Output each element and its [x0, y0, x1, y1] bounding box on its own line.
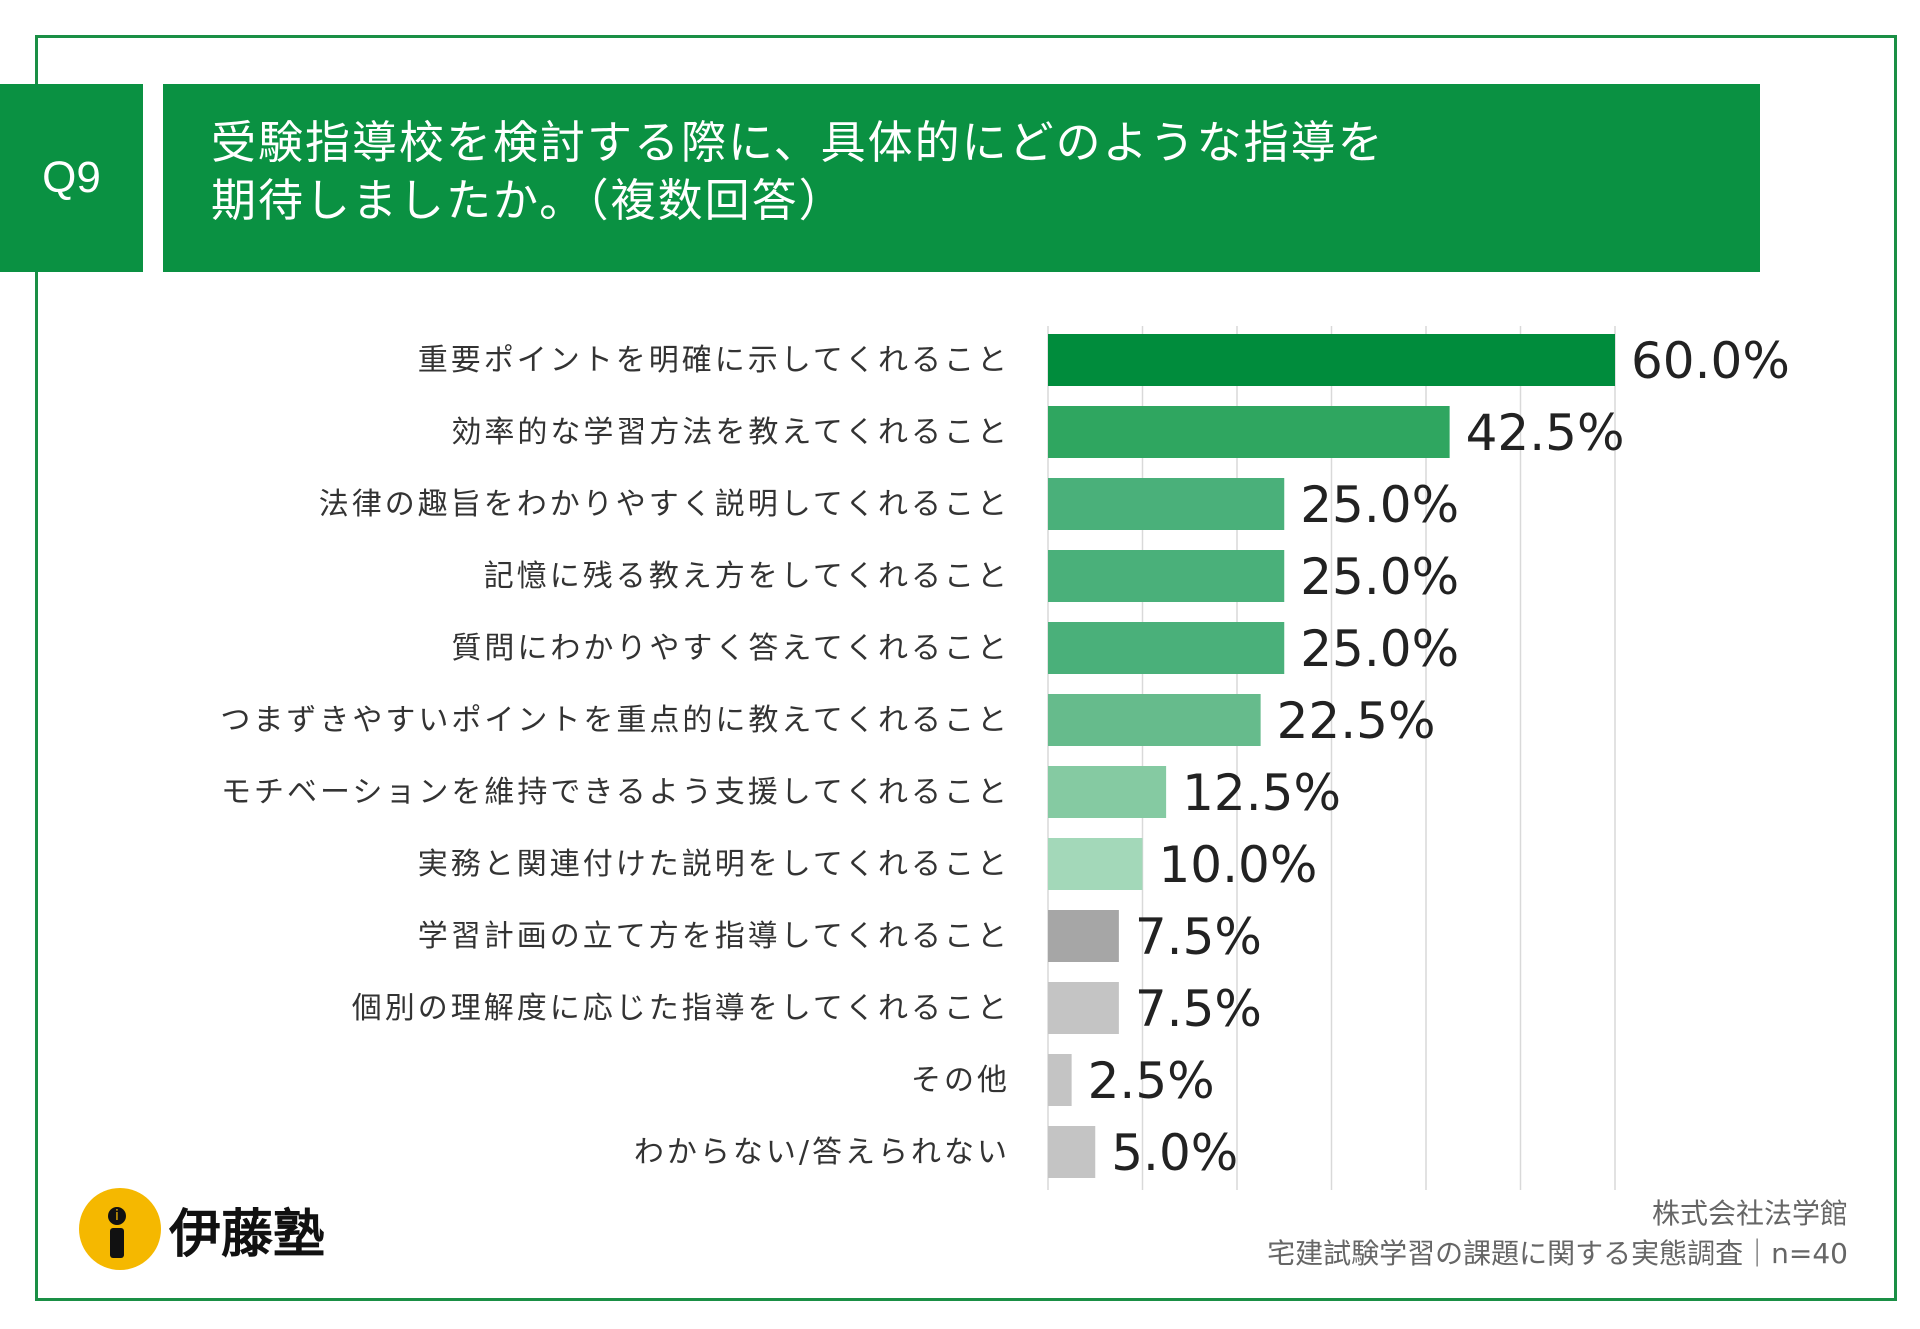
- value-label-0: 60.0%: [1631, 332, 1790, 390]
- outer-frame: [35, 35, 1897, 1301]
- bar-5: [1048, 694, 1261, 746]
- category-label-6: モチベーションを維持できるよう支援してくれること: [221, 775, 1010, 810]
- footer-company: 株式会社法学館: [1651, 1197, 1848, 1230]
- category-label-0: 重要ポイントを明確に示してくれること: [418, 343, 1010, 378]
- category-label-7: 実務と関連付けた説明をしてくれること: [418, 847, 1010, 882]
- value-label-3: 25.0%: [1300, 548, 1459, 606]
- logo-mark-letter: i: [115, 1208, 119, 1224]
- category-label-10: その他: [911, 1063, 1010, 1098]
- footer: 株式会社法学館 宅建試験学習の課題に関する実態調査｜n=40: [1267, 1194, 1848, 1274]
- bar-chart: 重要ポイントを明確に示してくれること 60.0% 効率的な学習方法を教えてくれること…: [220, 326, 1790, 1190]
- bar-11: [1048, 1126, 1096, 1178]
- category-label-1: 効率的な学習方法を教えてくれること: [451, 415, 1010, 450]
- category-label-2: 法律の趣旨をわかりやすく説明してくれること: [319, 487, 1010, 522]
- value-label-8: 7.5%: [1135, 908, 1262, 966]
- bar-7: [1048, 838, 1143, 890]
- bar-9: [1048, 982, 1119, 1034]
- bar-6: [1048, 766, 1167, 818]
- value-label-11: 5.0%: [1111, 1124, 1238, 1182]
- value-label-1: 42.5%: [1466, 404, 1625, 462]
- question-title: 受験指導校を検討する際に、具体的にどのような指導を 期待しましたか。（複数回答）: [163, 84, 1760, 272]
- question-badge: Q9: [0, 84, 143, 272]
- category-label-3: 記憶に残る教え方をしてくれること: [484, 559, 1010, 594]
- bar-3: [1048, 550, 1285, 602]
- bar-1: [1048, 406, 1450, 458]
- bar-0: [1048, 334, 1615, 386]
- value-label-5: 22.5%: [1277, 692, 1436, 750]
- question-title-line2: 期待しましたか。（複数回答）: [211, 174, 846, 227]
- logo-text: 伊藤塾: [169, 1204, 326, 1265]
- bar-8: [1048, 910, 1119, 962]
- bar-10: [1048, 1054, 1072, 1106]
- logo-keyhole-icon: i: [79, 1188, 161, 1270]
- value-label-2: 25.0%: [1300, 476, 1459, 534]
- bar-2: [1048, 478, 1285, 530]
- value-label-7: 10.0%: [1159, 836, 1318, 894]
- bar-4: [1048, 622, 1285, 674]
- category-label-8: 学習計画の立て方を指導してくれること: [418, 919, 1010, 954]
- value-label-4: 25.0%: [1300, 620, 1459, 678]
- value-label-6: 12.5%: [1182, 764, 1341, 822]
- category-label-4: 質問にわかりやすく答えてくれること: [451, 631, 1010, 666]
- question-title-line1: 受験指導校を検討する際に、具体的にどのような指導を: [211, 116, 1385, 169]
- footer-survey: 宅建試験学習の課題に関する実態調査｜n=40: [1267, 1237, 1848, 1270]
- category-label-11: わからない/答えられない: [634, 1135, 1010, 1170]
- category-label-5: つまずきやすいポイントを重点的に教えてくれること: [220, 703, 1010, 738]
- company-logo: i 伊藤塾: [77, 1186, 325, 1272]
- value-label-9: 7.5%: [1135, 980, 1262, 1038]
- category-label-9: 個別の理解度に応じた指導をしてくれること: [352, 991, 1010, 1026]
- value-label-10: 2.5%: [1088, 1052, 1215, 1110]
